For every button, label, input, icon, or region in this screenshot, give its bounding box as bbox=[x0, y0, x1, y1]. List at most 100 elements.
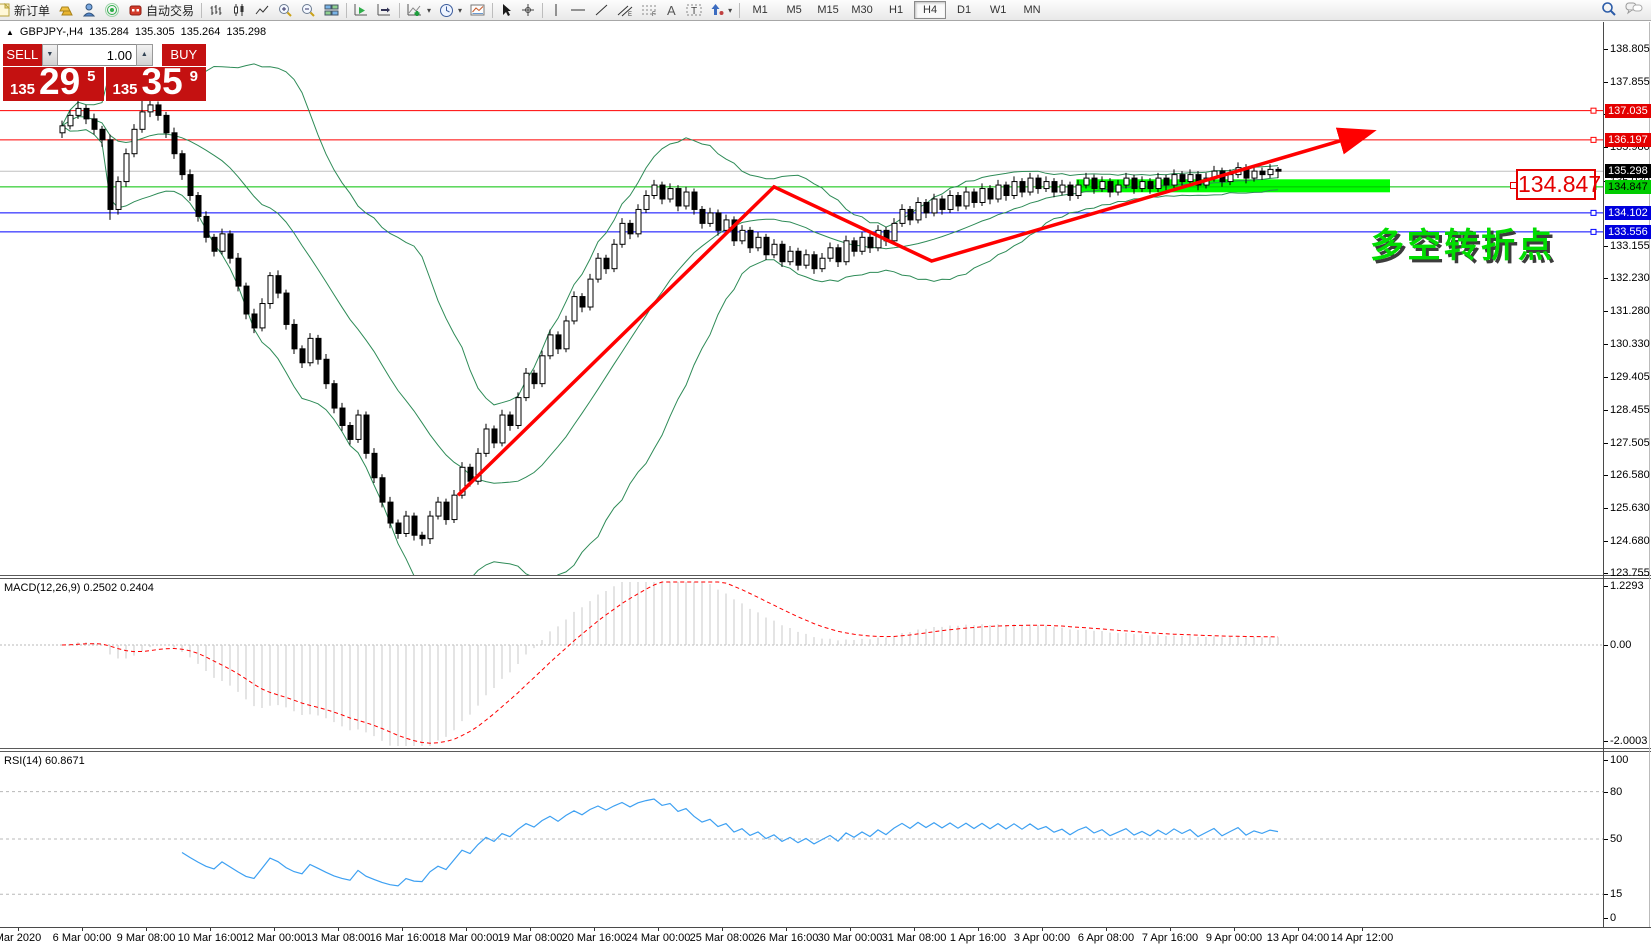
axis-tick-label: 137.855 bbox=[1610, 76, 1650, 89]
equidistant-channel-button[interactable]: E bbox=[613, 1, 637, 19]
time-tick bbox=[594, 928, 595, 931]
horizontal-line-button[interactable] bbox=[566, 1, 590, 19]
price-level-annotation[interactable]: 134.847 bbox=[1510, 169, 1601, 200]
arrows-button[interactable]: ▾ bbox=[706, 1, 736, 19]
sell-button[interactable]: SELL bbox=[3, 44, 42, 66]
time-axis-line bbox=[0, 927, 1651, 928]
turning-point-note[interactable]: 多空转折点 bbox=[1370, 227, 1555, 265]
tf-mn-button[interactable]: MN bbox=[1023, 4, 1041, 16]
time-tick bbox=[1042, 928, 1043, 931]
time-label: 19 Mar 08:00 bbox=[497, 932, 563, 944]
line-chart-button[interactable] bbox=[251, 1, 274, 19]
trendline-button[interactable] bbox=[590, 1, 613, 19]
axis-tick-label: 131.280 bbox=[1610, 305, 1650, 318]
signals-button[interactable] bbox=[101, 1, 124, 19]
bar-chart-button[interactable] bbox=[205, 1, 228, 19]
zoom-out-button[interactable] bbox=[297, 1, 320, 19]
tf-d1-button[interactable]: D1 bbox=[957, 4, 972, 16]
zoom-in-button[interactable] bbox=[274, 1, 297, 19]
time-tick bbox=[722, 928, 723, 931]
time-label: 13 Mar 08:00 bbox=[305, 932, 371, 944]
rsi-pane[interactable] bbox=[0, 753, 1603, 926]
templates-button[interactable] bbox=[466, 1, 489, 19]
time-label: 31 Mar 08:00 bbox=[881, 932, 947, 944]
rsi-axis-dash bbox=[1604, 918, 1608, 919]
tf-h4-button[interactable]: H4 bbox=[914, 1, 947, 19]
time-tick bbox=[82, 928, 83, 931]
sell-price-prefix: 135 bbox=[10, 81, 36, 98]
search-icon[interactable] bbox=[1601, 1, 1617, 20]
axis-tick-dash bbox=[1604, 344, 1608, 346]
volume-increase-button[interactable]: ▲ bbox=[136, 44, 153, 66]
time-tick bbox=[530, 928, 531, 931]
time-label: 12 Mar 00:00 bbox=[241, 932, 307, 944]
new-order-button[interactable]: 新订单 bbox=[0, 1, 54, 19]
axis-tick-dash bbox=[1604, 376, 1608, 378]
time-tick bbox=[1362, 928, 1363, 931]
svg-text:A: A bbox=[667, 3, 676, 17]
auto-scroll-button[interactable] bbox=[350, 1, 373, 19]
price-low: 135.264 bbox=[180, 26, 221, 38]
community-button[interactable] bbox=[78, 1, 101, 19]
price-level-badge: 133.556 bbox=[1605, 224, 1651, 239]
buy-price-box[interactable]: 135 35 9 bbox=[105, 61, 206, 102]
tf-m5-button[interactable]: M5 bbox=[786, 4, 802, 16]
tf-m1-button[interactable]: M1 bbox=[752, 4, 768, 16]
collapse-arrow-icon[interactable]: ▲ bbox=[6, 27, 14, 37]
periods-button[interactable]: ▾ bbox=[435, 1, 466, 19]
price-level-badge: 136.197 bbox=[1605, 132, 1651, 147]
axis-tick-dash bbox=[1604, 82, 1608, 84]
rsi-indicator-label: RSI(14) 60.8671 bbox=[4, 755, 85, 767]
chat-icon[interactable] bbox=[1625, 1, 1643, 19]
autotrading-icon bbox=[128, 3, 143, 17]
price-chart-pane[interactable] bbox=[0, 22, 1603, 575]
price-axis[interactable]: 138.805137.855136.930135.980135.030133.1… bbox=[1604, 0, 1651, 946]
time-label: 25 Mar 08:00 bbox=[689, 932, 755, 944]
macd-indicator-label: MACD(12,26,9) 0.2502 0.2404 bbox=[4, 582, 154, 594]
indicators-button[interactable]: ▾ bbox=[403, 1, 435, 19]
time-tick bbox=[210, 928, 211, 931]
gold-icon bbox=[58, 3, 74, 17]
axis-tick-label: 132.230 bbox=[1610, 272, 1650, 285]
text-label-button[interactable]: T bbox=[682, 1, 706, 19]
svg-text:F: F bbox=[652, 12, 656, 17]
time-tick bbox=[338, 928, 339, 931]
time-label: 16 Mar 16:00 bbox=[369, 932, 435, 944]
axis-tick-label: 127.505 bbox=[1610, 436, 1650, 449]
macd-pane[interactable] bbox=[0, 580, 1603, 747]
autotrading-label: 自动交易 bbox=[146, 3, 195, 18]
fibonacci-button[interactable]: F bbox=[637, 1, 661, 19]
pane-separator[interactable] bbox=[0, 748, 1651, 749]
macd-axis-label: -2.0003 bbox=[1610, 735, 1648, 747]
time-label: 1 Apr 16:00 bbox=[949, 932, 1007, 944]
tile-windows-button[interactable] bbox=[320, 1, 343, 19]
time-tick bbox=[402, 928, 403, 931]
time-label: 24 Mar 00:00 bbox=[625, 932, 691, 944]
buy-price-prefix: 135 bbox=[112, 81, 138, 98]
crosshair-button[interactable] bbox=[517, 1, 539, 19]
text-button[interactable]: A bbox=[661, 1, 682, 19]
sell-price-main: 29 bbox=[39, 61, 81, 102]
symbol-name: GBPJPY-,H4 bbox=[19, 26, 84, 38]
pane-separator[interactable] bbox=[0, 575, 1651, 576]
autotrading-button[interactable]: 自动交易 bbox=[124, 1, 198, 19]
annotation-handle[interactable] bbox=[1510, 182, 1517, 189]
cursor-button[interactable] bbox=[496, 1, 517, 19]
pane-separator[interactable] bbox=[0, 751, 1651, 752]
volume-input[interactable] bbox=[58, 44, 137, 66]
sell-price-box[interactable]: 135 29 5 bbox=[3, 61, 104, 102]
tf-m30-button[interactable]: M30 bbox=[851, 4, 873, 16]
tf-h1-button[interactable]: H1 bbox=[889, 4, 904, 16]
candlestick-chart-button[interactable] bbox=[228, 1, 251, 19]
time-label: 6 Apr 08:00 bbox=[1077, 932, 1135, 944]
pane-separator[interactable] bbox=[0, 578, 1651, 579]
buy-button[interactable]: BUY bbox=[161, 44, 206, 66]
tf-m15-button[interactable]: M15 bbox=[817, 4, 839, 16]
deposit-button[interactable] bbox=[54, 1, 78, 19]
vertical-line-button[interactable] bbox=[546, 1, 566, 19]
volume-decrease-button[interactable]: ▼ bbox=[41, 44, 59, 66]
tf-w1-button[interactable]: W1 bbox=[989, 4, 1007, 16]
chart-shift-button[interactable] bbox=[373, 1, 396, 19]
axis-tick-label: 133.155 bbox=[1610, 239, 1650, 252]
